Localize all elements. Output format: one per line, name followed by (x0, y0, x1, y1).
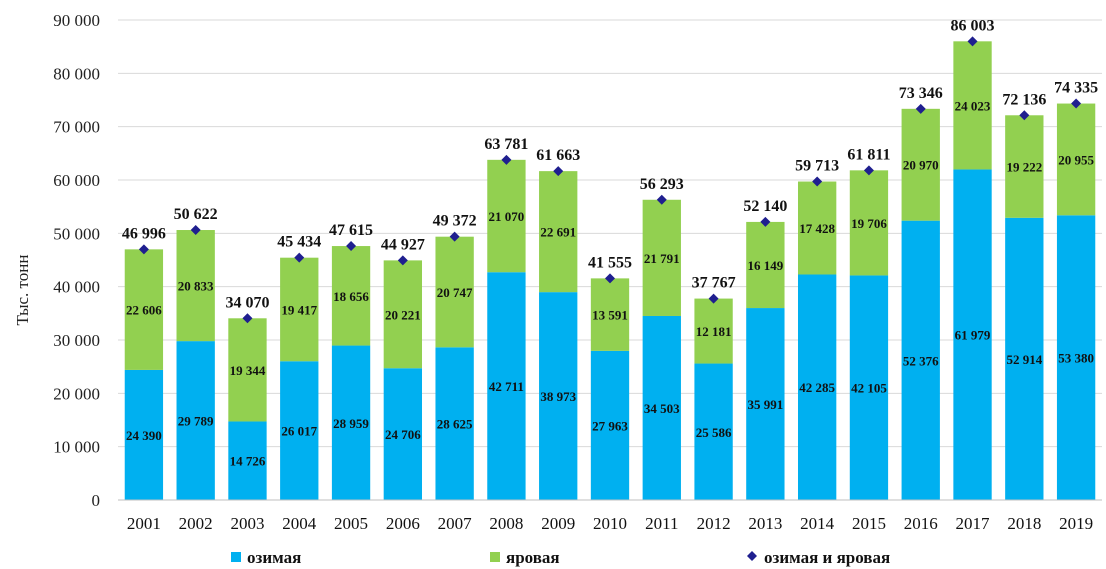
x-tick-label: 2013 (748, 514, 782, 533)
bar-winter-label: 42 711 (489, 379, 524, 394)
y-tick-label: 90 000 (53, 11, 100, 30)
total-label: 37 767 (692, 275, 736, 292)
bar-spring-label: 21 791 (644, 251, 680, 266)
bar-spring-label: 20 221 (385, 307, 421, 322)
bar-winter-label: 24 390 (126, 428, 162, 443)
x-tick-label: 2009 (541, 514, 575, 533)
total-label: 47 615 (329, 222, 373, 239)
bar-spring-label: 19 417 (281, 302, 317, 317)
bar-winter-label: 27 963 (592, 418, 628, 433)
total-label: 52 140 (743, 198, 787, 215)
y-axis-title: Тыс. тонн (13, 255, 32, 326)
x-tick-label: 2005 (334, 514, 368, 533)
bar-winter-label: 61 979 (955, 328, 991, 343)
x-tick-label: 2008 (489, 514, 523, 533)
bar-spring-label: 19 344 (230, 363, 266, 378)
bar-spring-label: 24 023 (955, 98, 991, 113)
total-label: 45 434 (277, 234, 321, 251)
bar-winter-label: 53 380 (1058, 351, 1094, 366)
total-label: 46 996 (122, 225, 166, 242)
x-tick-label: 2016 (904, 514, 938, 533)
bar-spring-label: 22 691 (540, 225, 576, 240)
total-label: 44 927 (381, 236, 425, 253)
bar-spring-label: 20 747 (437, 285, 473, 300)
total-label: 61 663 (536, 147, 580, 164)
x-tick-label: 2017 (956, 514, 991, 533)
total-label: 56 293 (640, 176, 684, 193)
legend-swatch-spring (490, 552, 500, 562)
bar-spring-label: 22 606 (126, 303, 162, 318)
bar-spring-label: 20 970 (903, 158, 939, 173)
total-label: 41 555 (588, 254, 632, 271)
x-tick-label: 2004 (282, 514, 317, 533)
total-label: 50 622 (174, 206, 218, 223)
bar-spring-label: 20 955 (1058, 152, 1094, 167)
legend-label-winter: озимая (247, 548, 301, 567)
y-tick-label: 80 000 (53, 64, 100, 83)
legend-label-spring: яровая (506, 548, 560, 567)
bar-winter-label: 35 991 (747, 397, 783, 412)
y-tick-label: 60 000 (53, 171, 100, 190)
legend-label-total: озимая и яровая (764, 548, 890, 567)
x-tick-label: 2010 (593, 514, 627, 533)
x-tick-label: 2003 (230, 514, 264, 533)
total-label: 59 713 (795, 158, 839, 175)
bar-spring-label: 20 833 (178, 279, 214, 294)
bar-spring-label: 13 591 (592, 308, 628, 323)
y-tick-label: 50 000 (53, 224, 100, 243)
bar-spring-label: 19 222 (1006, 160, 1042, 175)
bar-winter-label: 52 376 (903, 353, 939, 368)
bar-winter-label: 28 959 (333, 416, 369, 431)
bar-spring-label: 18 656 (333, 289, 369, 304)
total-label: 63 781 (484, 136, 528, 153)
bar-spring-label: 17 428 (799, 221, 835, 236)
total-label: 72 136 (1002, 91, 1046, 108)
y-axis-ticks: 0 10 000 20 000 30 000 40 000 50 000 60 000 70 … (53, 11, 100, 510)
bar-winter-label: 28 625 (437, 417, 473, 432)
x-tick-label: 2018 (1007, 514, 1041, 533)
x-axis-ticks: 2001 2002 2003 2004 2005 2006 2007 2008 2009 2010… (127, 514, 1093, 533)
x-tick-label: 2012 (697, 514, 731, 533)
total-label: 49 372 (433, 213, 477, 230)
bar-winter-label: 42 105 (851, 381, 887, 396)
bar-winter-label: 24 706 (385, 427, 421, 442)
legend-swatch-winter (231, 552, 241, 562)
bar-winter-label: 14 726 (230, 454, 266, 469)
y-tick-label: 70 000 (53, 118, 100, 137)
total-label: 86 003 (951, 17, 995, 34)
total-label: 34 070 (225, 294, 269, 311)
legend-marker-total (747, 551, 757, 561)
y-tick-label: 10 000 (53, 438, 100, 457)
bar-winter-label: 29 789 (178, 414, 214, 429)
legend: озимая яровая озимая и яровая (231, 548, 890, 567)
bar-winter-label: 52 914 (1006, 352, 1042, 367)
bar-winter-label: 42 285 (799, 380, 835, 395)
y-tick-label: 40 000 (53, 278, 100, 297)
x-tick-label: 2001 (127, 514, 161, 533)
bar-spring-label: 12 181 (696, 324, 732, 339)
x-tick-label: 2014 (800, 514, 835, 533)
y-tick-label: 20 000 (53, 384, 100, 403)
total-label: 73 346 (899, 85, 943, 102)
x-tick-label: 2011 (645, 514, 678, 533)
y-tick-label: 0 (92, 491, 101, 510)
bar-winter-label: 38 973 (540, 389, 576, 404)
total-label: 61 811 (847, 146, 890, 163)
x-tick-label: 2019 (1059, 514, 1093, 533)
x-tick-label: 2007 (438, 514, 473, 533)
bar-winter-label: 26 017 (281, 424, 317, 439)
total-label: 74 335 (1054, 80, 1098, 97)
x-tick-label: 2015 (852, 514, 886, 533)
bar-winter-label: 34 503 (644, 401, 680, 416)
bar-winter-label: 25 586 (696, 425, 732, 440)
total-markers: 46 996 50 622 34 070 45 434 47 615 44 927 49 3… (122, 17, 1098, 323)
bar-spring-label: 21 070 (489, 209, 525, 224)
y-tick-label: 30 000 (53, 331, 100, 350)
x-tick-label: 2002 (179, 514, 213, 533)
bar-spring-label: 19 706 (851, 216, 887, 231)
bar-spring-label: 16 149 (747, 258, 783, 273)
x-tick-label: 2006 (386, 514, 420, 533)
